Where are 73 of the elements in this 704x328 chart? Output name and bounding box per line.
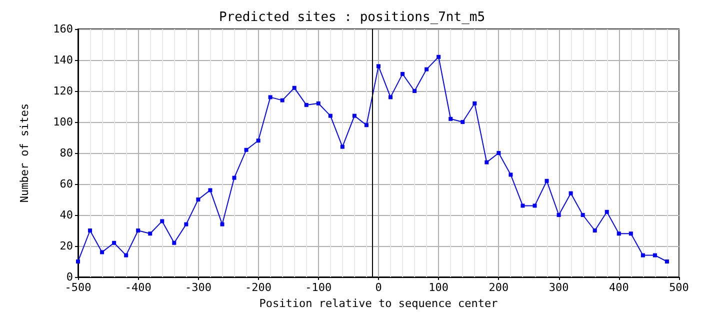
point <box>400 72 405 76</box>
point <box>448 116 453 121</box>
x-tick-label: -500 <box>64 281 92 294</box>
point <box>484 160 489 164</box>
point <box>340 144 344 149</box>
x-tick-label: 100 <box>428 281 449 294</box>
point <box>616 232 621 236</box>
point <box>196 198 200 202</box>
point <box>328 114 332 118</box>
y-tick-label: 0 <box>66 270 73 284</box>
point <box>376 64 380 68</box>
point <box>268 95 272 100</box>
point <box>508 172 513 177</box>
point <box>76 260 80 264</box>
point <box>112 240 116 245</box>
y-tick-label: 160 <box>53 22 73 36</box>
point <box>88 228 92 232</box>
x-tick-label: -300 <box>184 281 212 294</box>
x-tick-label: 200 <box>488 281 509 294</box>
point <box>160 219 164 224</box>
point <box>184 222 188 226</box>
x-tick-label: 300 <box>548 281 569 294</box>
point <box>412 89 417 93</box>
point <box>460 120 465 124</box>
point <box>364 123 368 128</box>
point <box>472 101 477 106</box>
x-axis-title: Position relative to sequence center <box>259 296 498 310</box>
x-tick-label: -200 <box>245 281 272 294</box>
point <box>436 54 441 59</box>
point <box>232 176 236 180</box>
x-tick-label: -400 <box>124 281 152 294</box>
point <box>280 98 284 102</box>
x-tick-label: 500 <box>669 281 689 294</box>
y-tick-label: 140 <box>53 54 73 66</box>
point <box>592 228 597 232</box>
point <box>568 191 573 196</box>
point <box>100 250 104 254</box>
point <box>304 102 308 107</box>
chart-title: Predicted sites : positions_7nt_m5 <box>218 10 486 25</box>
point <box>208 188 212 192</box>
point <box>352 114 356 118</box>
point <box>556 213 561 217</box>
point <box>652 253 657 258</box>
point <box>256 138 260 143</box>
x-tick-label: -100 <box>305 281 332 294</box>
y-tick-label: 40 <box>60 208 73 222</box>
point <box>424 67 429 72</box>
point <box>220 222 224 226</box>
point <box>520 204 525 208</box>
point <box>148 232 152 236</box>
point <box>496 151 501 155</box>
point <box>316 101 320 106</box>
point <box>388 95 393 100</box>
y-tick-label: 20 <box>60 240 73 252</box>
point <box>604 210 609 214</box>
y-axis-title: Number of sites <box>18 103 31 203</box>
point <box>544 178 549 183</box>
y-tick-label: 100 <box>53 116 73 128</box>
point <box>628 232 633 236</box>
point <box>640 253 645 258</box>
y-tick-label: 60 <box>60 178 73 190</box>
y-tick-label: 80 <box>60 146 73 160</box>
point <box>532 204 537 208</box>
point <box>244 148 248 152</box>
point <box>136 228 140 232</box>
y-tick-label: 120 <box>53 84 73 98</box>
x-tick-label: 0 <box>375 281 382 294</box>
point <box>172 240 176 245</box>
x-tick-label: 400 <box>608 281 629 294</box>
point <box>580 213 585 217</box>
point <box>292 86 296 90</box>
point <box>124 253 128 258</box>
point <box>664 260 669 264</box>
